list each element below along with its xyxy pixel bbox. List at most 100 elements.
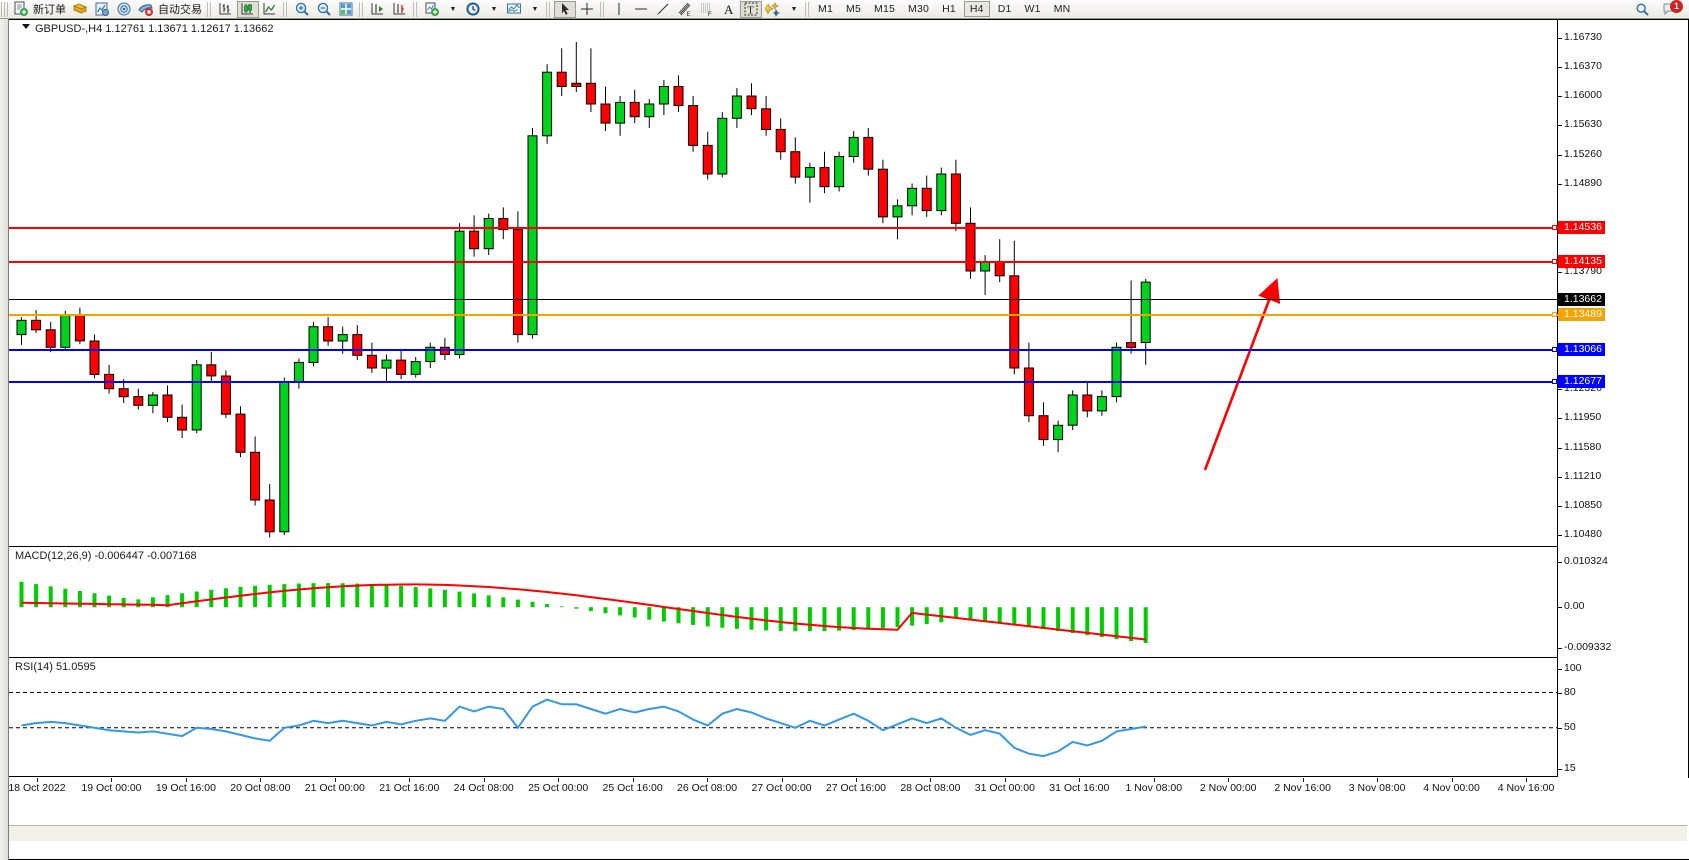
time-tick-label: 18 Oct 2022: [9, 782, 66, 794]
zoom-out-button[interactable]: [313, 1, 335, 18]
zoom-in-button[interactable]: [291, 1, 313, 18]
toolbar-separator-6: [600, 1, 606, 17]
chart-frame: GBPUSD-,H4 1.12761 1.13671 1.12617 1.136…: [9, 19, 1689, 860]
left-rail: [0, 19, 9, 860]
time-tick-mark: [707, 778, 709, 782]
timeframe-m5[interactable]: M5: [846, 3, 861, 15]
time-tick-label: 2 Nov 16:00: [1274, 782, 1331, 794]
timeframe-w1[interactable]: W1: [1024, 3, 1041, 15]
price-level-anchor[interactable]: [1552, 379, 1557, 384]
shapes-button[interactable]: [762, 1, 784, 18]
price-badge-support[interactable]: 1.13066: [1558, 343, 1605, 356]
time-tick-label: 1 Nov 08:00: [1125, 782, 1183, 794]
shapes-dropdown[interactable]: ▼: [790, 5, 798, 13]
time-tick-label: 21 Oct 16:00: [379, 782, 440, 794]
price-badge-last-price[interactable]: 1.13662: [1558, 293, 1605, 306]
time-tick-mark: [855, 778, 857, 782]
new-order-label[interactable]: 新订单: [33, 4, 66, 16]
toolbar-grip[interactable]: [1, 1, 8, 17]
rsi-pane[interactable]: RSI(14) 51.0595: [9, 659, 1558, 777]
price-level-support[interactable]: [9, 381, 1558, 383]
macd-pane[interactable]: MACD(12,26,9) -0.006447 -0.007168: [9, 548, 1558, 658]
timeframe-m30[interactable]: M30: [908, 3, 930, 15]
timeframe-mn[interactable]: MN: [1053, 3, 1071, 15]
candlestick-chart-button[interactable]: [237, 0, 259, 18]
time-tick-label: 3 Nov 08:00: [1348, 782, 1406, 794]
auto-scroll-button[interactable]: [367, 1, 389, 18]
timeframe-h1[interactable]: H1: [942, 3, 956, 15]
vertical-line-button[interactable]: [608, 1, 630, 18]
time-tick-label: 26 Oct 08:00: [676, 782, 738, 794]
notification-icon[interactable]: 1: [1659, 0, 1683, 18]
market-watch-button[interactable]: [91, 1, 113, 18]
auto-trading-label[interactable]: 自动交易: [158, 4, 202, 16]
timeframe-m15[interactable]: M15: [874, 3, 896, 15]
trendline-button[interactable]: [652, 1, 674, 18]
new-order-button[interactable]: [10, 1, 32, 18]
chart-title: GBPUSD-,H4 1.12761 1.13671 1.12617 1.136…: [35, 23, 274, 35]
add-indicator-button[interactable]: [421, 1, 443, 18]
crosshair-button[interactable]: [576, 1, 598, 18]
svg-text:T: T: [748, 6, 754, 17]
price-level-anchor[interactable]: [1552, 312, 1557, 317]
horizontal-line-button[interactable]: [630, 1, 652, 18]
price-axis[interactable]: 1.16730 1.16370 1.16000 1.15630 1.15260 1.148…: [1557, 20, 1688, 777]
time-tick-mark: [409, 778, 411, 782]
chart-window: GBPUSD-,H4 1.12761 1.13671 1.12617 1.136…: [0, 19, 1689, 860]
periods-button[interactable]: [462, 1, 484, 18]
time-tick-label: 24 Oct 08:00: [453, 782, 514, 794]
price-level-support[interactable]: [9, 349, 1558, 351]
auto-trading-button[interactable]: [135, 1, 157, 18]
time-tick-label: 31 Oct 16:00: [1049, 782, 1110, 794]
timeframe-m1[interactable]: M1: [818, 3, 833, 15]
svg-text:E: E: [687, 12, 691, 17]
price-pane[interactable]: GBPUSD-,H4 1.12761 1.13671 1.12617 1.136…: [9, 20, 1558, 547]
add-indicator-dropdown[interactable]: ▼: [449, 5, 457, 13]
time-tick-label: 19 Oct 16:00: [155, 782, 216, 794]
price-badge-resistance[interactable]: 1.14135: [1558, 255, 1605, 268]
templates-dropdown[interactable]: ▼: [531, 5, 539, 13]
price-badge-order[interactable]: 1.13489: [1558, 308, 1605, 321]
time-tick-mark: [558, 778, 560, 782]
time-tick-mark: [334, 778, 336, 782]
timeframe-h4[interactable]: H4: [963, 1, 990, 17]
price-level-anchor[interactable]: [1552, 259, 1557, 264]
fibonacci-button[interactable]: F: [696, 1, 718, 18]
periods-dropdown[interactable]: ▼: [490, 5, 498, 13]
time-tick-label: 2 Nov 00:00: [1199, 782, 1257, 794]
timeframe-d1[interactable]: D1: [997, 3, 1012, 15]
horizontal-scrollbar[interactable]: [9, 825, 1687, 841]
templates-button[interactable]: [503, 1, 525, 18]
price-level-last-price[interactable]: [9, 299, 1558, 300]
tile-windows-button[interactable]: [335, 1, 357, 18]
price-level-anchor[interactable]: [1552, 347, 1557, 352]
price-level-resistance[interactable]: [9, 227, 1558, 229]
text-label-button[interactable]: T: [740, 0, 762, 18]
price-level-order[interactable]: [9, 314, 1558, 316]
time-tick-label: 4 Nov 00:00: [1423, 782, 1480, 794]
price-level-resistance[interactable]: [9, 261, 1558, 263]
time-tick-mark: [1153, 778, 1155, 782]
price-badge-support[interactable]: 1.12677: [1558, 375, 1605, 388]
time-tick-mark: [1079, 778, 1081, 782]
collapse-icon[interactable]: [22, 24, 30, 29]
time-tick-mark: [483, 778, 485, 782]
notification-count: 1: [1670, 0, 1683, 13]
price-level-anchor[interactable]: [1552, 225, 1557, 230]
arrow-cursor-button[interactable]: [554, 0, 576, 18]
equidistant-channel-button[interactable]: E: [674, 1, 696, 18]
macd-series: [19, 581, 1148, 643]
time-tick-label: 27 Oct 00:00: [751, 782, 812, 794]
search-icon[interactable]: [1632, 1, 1653, 18]
time-tick-label: 25 Oct 16:00: [602, 782, 663, 794]
text-button[interactable]: A: [718, 1, 740, 18]
line-chart-button[interactable]: [259, 1, 281, 18]
bar-chart-button[interactable]: [215, 1, 237, 18]
candlestick-series: [16, 42, 1151, 538]
time-axis[interactable]: 18 Oct 2022 19 Oct 00:00 19 Oct 16:00 20 Oc…: [9, 778, 1689, 859]
data-window-button[interactable]: [113, 1, 135, 18]
profiles-button[interactable]: [69, 1, 91, 18]
chart-shift-button[interactable]: [389, 1, 411, 18]
price-badge-resistance[interactable]: 1.14536: [1558, 221, 1605, 234]
time-tick-mark: [632, 778, 634, 782]
